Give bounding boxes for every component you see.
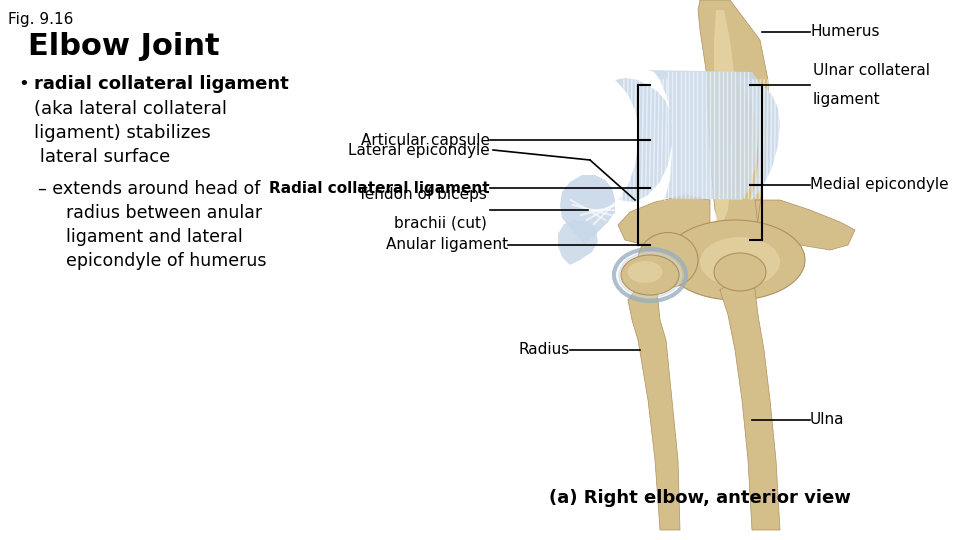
Text: Radial collateral ligament: Radial collateral ligament — [270, 180, 490, 195]
Polygon shape — [560, 175, 615, 245]
Text: Medial epicondyle: Medial epicondyle — [810, 178, 948, 192]
Text: (a) Right elbow, anterior view: (a) Right elbow, anterior view — [549, 489, 851, 507]
Text: radius between anular: radius between anular — [55, 204, 262, 222]
Text: radial collateral ligament: radial collateral ligament — [34, 75, 289, 93]
Polygon shape — [735, 78, 780, 200]
Text: – extends around head of: – extends around head of — [38, 180, 260, 198]
Text: Ulna: Ulna — [810, 413, 845, 428]
Text: brachii (cut): brachii (cut) — [395, 215, 487, 230]
Polygon shape — [714, 10, 735, 225]
Ellipse shape — [665, 220, 805, 300]
Polygon shape — [615, 78, 672, 202]
Polygon shape — [648, 70, 762, 200]
Text: Articular capsule: Articular capsule — [361, 132, 490, 147]
Text: Ulnar collateral: Ulnar collateral — [813, 63, 930, 78]
Ellipse shape — [628, 261, 662, 283]
Text: Anular ligament: Anular ligament — [386, 238, 508, 253]
Polygon shape — [558, 220, 598, 265]
Ellipse shape — [638, 233, 698, 287]
Text: Humerus: Humerus — [810, 24, 879, 39]
Text: (aka lateral collateral: (aka lateral collateral — [34, 100, 227, 118]
Ellipse shape — [700, 237, 780, 287]
Polygon shape — [755, 200, 855, 250]
Text: epicondyle of humerus: epicondyle of humerus — [55, 252, 267, 270]
Polygon shape — [628, 270, 680, 530]
Text: ligament: ligament — [813, 92, 880, 107]
Polygon shape — [618, 195, 710, 245]
Text: Fig. 9.16: Fig. 9.16 — [8, 12, 73, 27]
Text: Radius: Radius — [518, 342, 570, 357]
Ellipse shape — [621, 255, 679, 295]
Text: Lateral epicondyle: Lateral epicondyle — [348, 143, 490, 158]
Text: ligament and lateral: ligament and lateral — [55, 228, 243, 246]
Polygon shape — [698, 0, 770, 235]
Text: •: • — [18, 75, 29, 93]
Ellipse shape — [714, 253, 766, 291]
Polygon shape — [720, 270, 780, 530]
Text: lateral surface: lateral surface — [34, 148, 170, 166]
Text: ligament) stabilizes: ligament) stabilizes — [34, 124, 211, 142]
Text: Tendon of biceps: Tendon of biceps — [358, 187, 487, 202]
Text: Elbow Joint: Elbow Joint — [28, 32, 220, 61]
